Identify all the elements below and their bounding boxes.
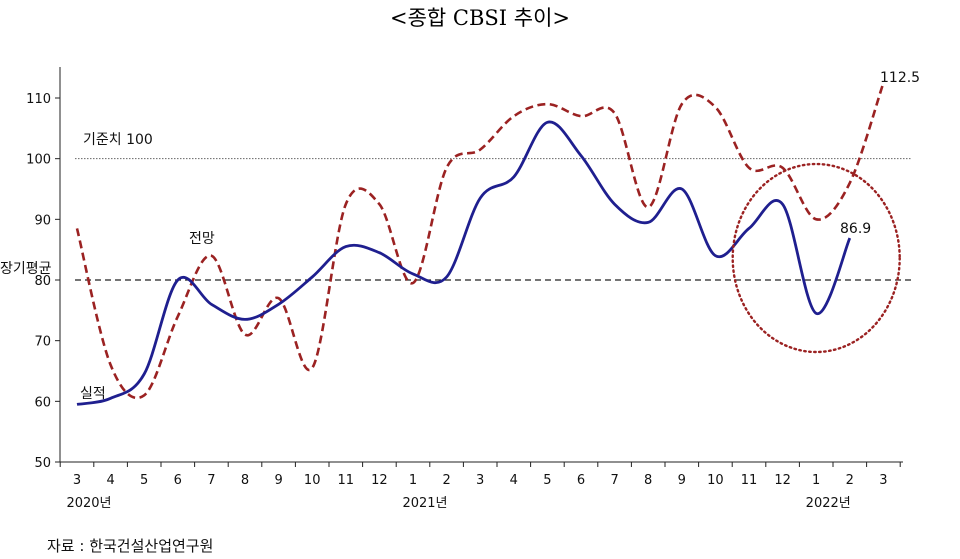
x-tick-label: 7 — [207, 473, 215, 488]
y-tick-label: 70 — [34, 335, 51, 350]
highlight-ellipse — [731, 162, 901, 354]
series-label-forecast: 전망 — [189, 231, 215, 247]
x-tick-label: 6 — [577, 473, 585, 488]
x-tick-label: 6 — [174, 473, 182, 488]
y-tick-label: 80 — [34, 274, 51, 289]
x-tick-label: 12 — [371, 473, 388, 488]
x-tick-label: 9 — [678, 473, 686, 488]
source-note: 자료 : 한국건설산업연구원 — [47, 537, 213, 555]
x-year-label: 2021년 — [402, 496, 447, 511]
series-line-actual — [76, 120, 852, 406]
y-tick-label: 100 — [26, 153, 51, 168]
x-tick-label: 9 — [274, 473, 282, 488]
x-tick-label: 3 — [879, 473, 887, 488]
x-tick-label: 12 — [774, 473, 791, 488]
data-label-actual-latest: 86.9 — [840, 221, 871, 237]
data-label-forecast-latest: 112.5 — [880, 70, 920, 86]
x-tick-label: 11 — [338, 473, 355, 488]
highlight-group — [731, 162, 901, 354]
x-tick-label: 1 — [812, 473, 820, 488]
y-tick-label: 110 — [26, 92, 51, 107]
x-tick-label: 7 — [610, 473, 618, 488]
reference-label-longterm-average: 장기평균 — [0, 261, 52, 277]
series-label-actual: 실적 — [80, 386, 106, 402]
x-tick-label: 10 — [707, 473, 724, 488]
y-tick-label: 60 — [34, 395, 51, 410]
x-tick-label: 3 — [476, 473, 484, 488]
x-tick-label: 4 — [510, 473, 518, 488]
x-tick-label: 1 — [409, 473, 417, 488]
x-tick-label: 2 — [846, 473, 854, 488]
x-tick-label: 3 — [73, 473, 81, 488]
y-tick-label: 50 — [34, 456, 51, 471]
series-line-forecast — [75, 82, 885, 400]
chart-title: <종합 CBSI 추이> — [390, 6, 570, 30]
x-year-label: 2022년 — [806, 496, 851, 511]
y-tick-label: 90 — [34, 213, 51, 228]
x-year-label: 2020년 — [66, 496, 111, 511]
x-tick-label: 5 — [140, 473, 148, 488]
x-tick-label: 10 — [304, 473, 321, 488]
x-tick-label: 5 — [543, 473, 551, 488]
x-tick-label: 2 — [442, 473, 450, 488]
x-tick-label: 8 — [644, 473, 652, 488]
x-tick-label: 4 — [106, 473, 114, 488]
reference-label-baseline: 기준치 100 — [83, 132, 153, 148]
x-tick-label: 8 — [241, 473, 249, 488]
reference-lines — [75, 158, 911, 281]
x-tick-label: 11 — [741, 473, 758, 488]
y-axis: 50 60 70 80 90 100 110 — [26, 67, 61, 471]
